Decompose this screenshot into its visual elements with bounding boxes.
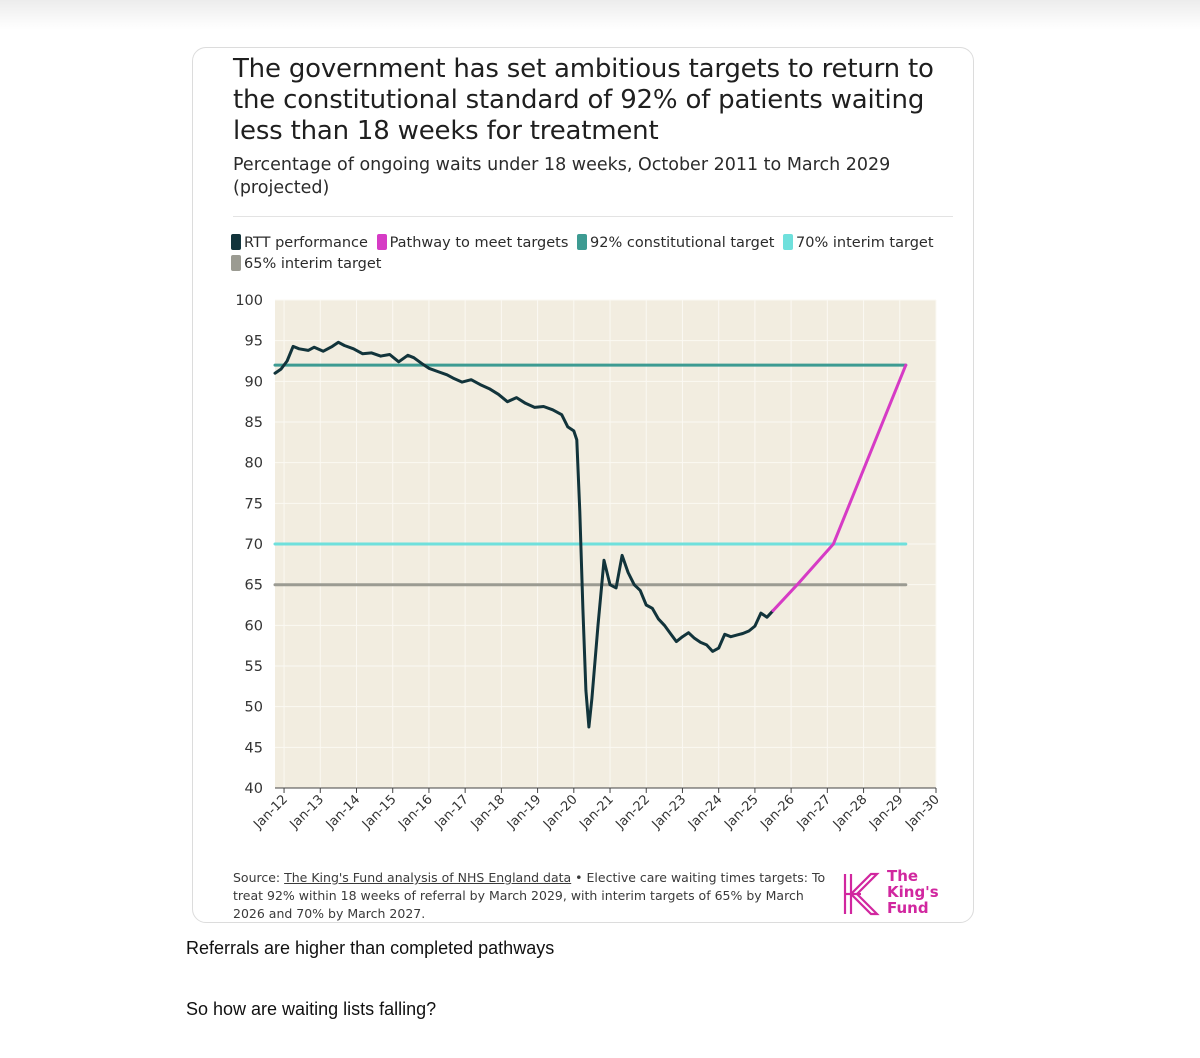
x-tick-label: Jan-12 (250, 792, 291, 833)
x-tick-label: Jan-29 (866, 792, 907, 833)
legend-label: 70% interim target (796, 235, 934, 251)
y-tick-label: 75 (245, 496, 263, 512)
x-tick-label: Jan-20 (540, 792, 581, 833)
legend-swatch (577, 234, 588, 250)
y-tick-label: 60 (245, 618, 263, 634)
x-tick-label: Jan-15 (359, 792, 400, 833)
legend-label: Pathway to meet targets (389, 235, 569, 251)
legend-swatch (231, 234, 241, 250)
legend-item-pathway: Pathway to meet targets (376, 233, 569, 254)
x-tick-label: Jan-13 (287, 792, 328, 833)
x-tick-label: Jan-14 (323, 792, 364, 833)
y-tick-label: 40 (245, 781, 263, 797)
chart-legend: RTT performance Pathway to meet targets … (231, 233, 961, 275)
x-tick-label: Jan-18 (468, 792, 509, 833)
x-tick-label: Jan-21 (576, 792, 617, 833)
x-tick-label: Jan-26 (757, 792, 798, 833)
chart-card: The government has set ambitious targets… (192, 47, 974, 923)
kings-fund-logo: The King's Fund (841, 868, 951, 922)
legend-item-70-target: 70% interim target (783, 233, 934, 254)
logo-line: The (887, 867, 919, 885)
legend-item-92-target: 92% constitutional target (577, 233, 774, 254)
chart-title: The government has set ambitious targets… (233, 54, 934, 146)
y-tick-label: 55 (245, 659, 263, 675)
rtt-performance-line (273, 340, 775, 729)
legend-swatch (783, 234, 794, 250)
y-tick-label: 100 (235, 293, 263, 309)
chart-subtitle: Percentage of ongoing waits under 18 wee… (233, 155, 891, 198)
x-tick-label: Jan-23 (649, 792, 690, 833)
pathway-to-targets-line (771, 363, 908, 613)
y-tick-label: 50 (245, 700, 263, 716)
x-tick-label: Jan-19 (504, 792, 545, 833)
x-tick-label: Jan-28 (830, 792, 871, 833)
legend-swatch (376, 234, 387, 250)
y-tick-label: 70 (245, 537, 263, 553)
y-tick-label: 65 (245, 578, 263, 594)
y-tick-label: 45 (245, 740, 263, 756)
logo-wordmark: The King's Fund (887, 868, 951, 916)
y-tick-label: 85 (245, 415, 263, 431)
source-rest: • Elective care waiting times targets: T… (233, 870, 826, 921)
x-tick-label: Jan-24 (685, 792, 726, 833)
legend-item-65-target: 65% interim target (231, 254, 381, 275)
legend-swatch (231, 255, 241, 271)
y-tick-label: 80 (245, 456, 263, 472)
legend-label: 92% constitutional target (590, 235, 775, 251)
logo-line: King's (887, 883, 939, 901)
x-tick-label: Jan-17 (431, 792, 472, 833)
legend-item-rtt: RTT performance (231, 233, 368, 254)
x-tick-label: Jan-27 (794, 792, 835, 833)
x-tick-label: Jan-16 (395, 792, 436, 833)
body-text-referrals: Referrals are higher than completed path… (186, 938, 555, 958)
legend-label: RTT performance (244, 235, 368, 251)
line-chart: 404550556065707580859095100Jan-12Jan-13J… (235, 293, 943, 833)
source-prefix: Source: (233, 870, 285, 885)
source-link[interactable]: The King's Fund analysis of NHS England … (284, 870, 572, 885)
y-tick-label: 90 (245, 374, 263, 390)
kings-fund-k-logo-icon (843, 872, 880, 916)
logo-line: Fund (887, 899, 929, 917)
x-tick-label: Jan-22 (613, 792, 654, 833)
y-tick-label: 95 (245, 334, 263, 350)
x-tick-label: Jan-25 (721, 792, 762, 833)
x-tick-label: Jan-30 (902, 792, 943, 833)
legend-label: 65% interim target (244, 256, 382, 272)
source-note: Source: The King's Fund analysis of NHS … (233, 869, 833, 923)
body-text-question: So how are waiting lists falling? (186, 999, 437, 1019)
divider (233, 216, 953, 217)
top-shadow-bar (0, 0, 1200, 30)
